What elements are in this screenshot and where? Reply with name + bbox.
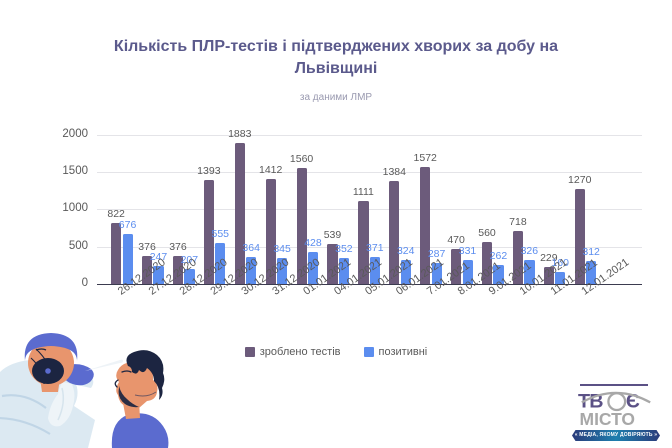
svg-text:МІСТО: МІСТО [580,409,635,429]
